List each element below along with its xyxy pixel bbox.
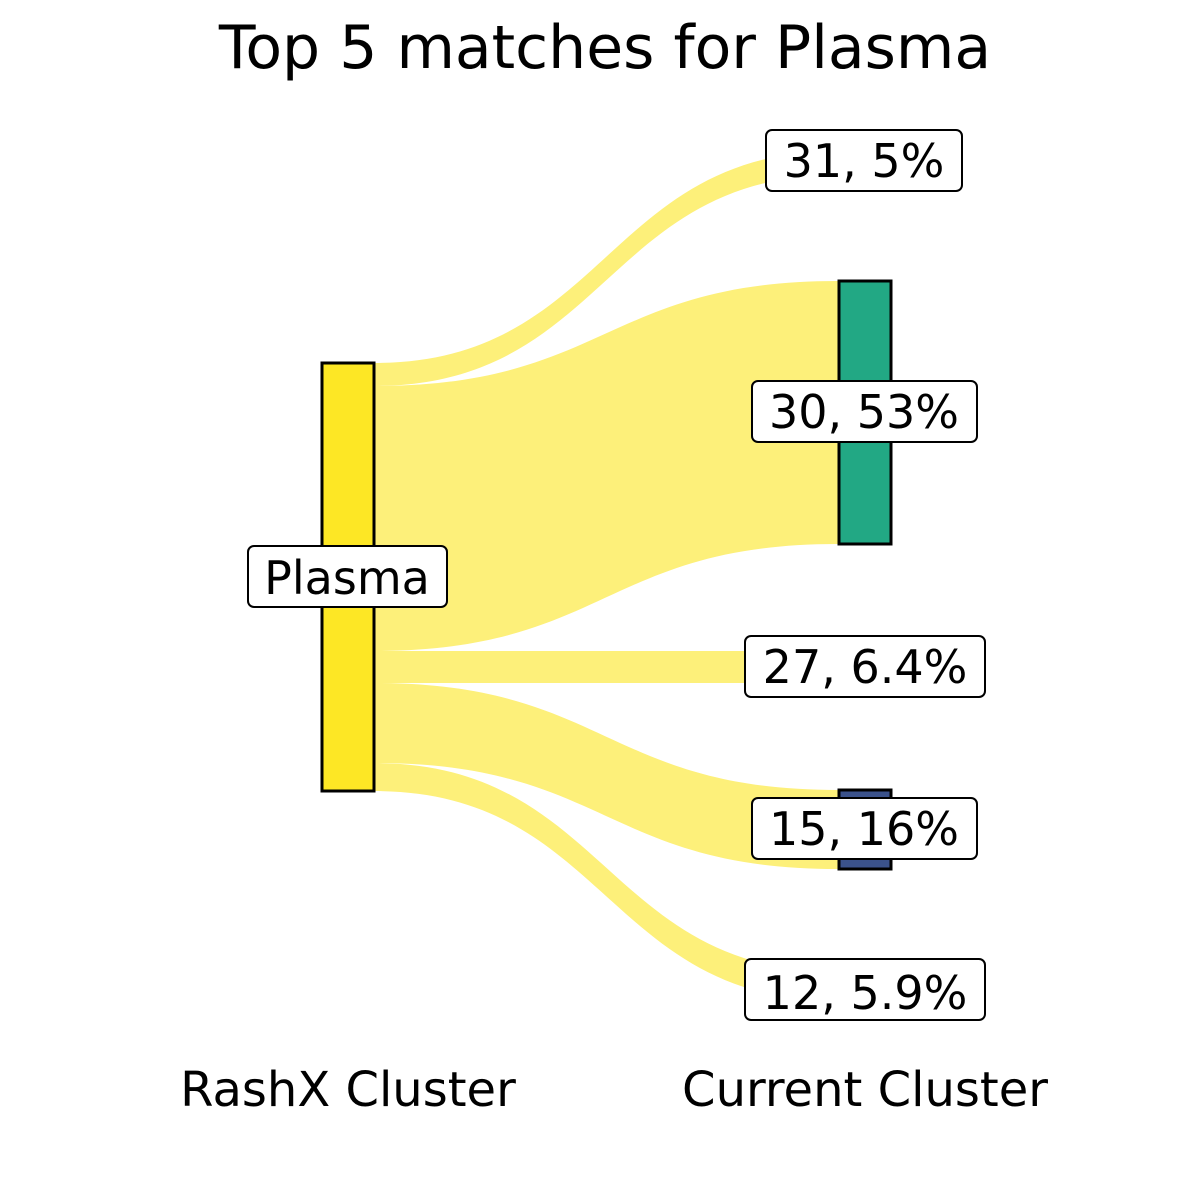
flow-to-cluster-12 (374, 763, 838, 1001)
target-label-box-15 (751, 797, 978, 860)
target-label-15: 15, 16% (751, 797, 978, 860)
right-column-label: Current Cluster (682, 1062, 1048, 1118)
target-label-text-30: 30, 53% (769, 385, 959, 439)
target-label-text-15: 15, 16% (769, 802, 959, 856)
target-node-layer (837, 279, 893, 871)
left-column-label: RashX Cluster (180, 1062, 516, 1118)
flow-to-cluster-15 (374, 683, 838, 869)
source-label: Plasma (247, 545, 448, 608)
flow-to-cluster-30 (374, 281, 838, 651)
target-label-box-30 (751, 380, 978, 443)
target-label-box-12 (744, 958, 986, 1021)
chart-title: Top 5 matches for Plasma (218, 13, 991, 83)
target-label-31: 31, 5% (765, 129, 963, 192)
target-label-27: 27, 6.4% (744, 635, 986, 698)
flow-to-cluster-31 (374, 151, 838, 386)
source-label-box (247, 545, 448, 608)
target-label-30: 30, 53% (751, 380, 978, 443)
target-label-text-31: 31, 5% (784, 134, 945, 188)
source-label-text: Plasma (264, 551, 430, 605)
target-label-text-12: 12, 5.9% (763, 966, 968, 1020)
target-label-12: 12, 5.9% (744, 958, 986, 1021)
flow-to-cluster-27 (374, 651, 838, 683)
target-label-text-27: 27, 6.4% (763, 640, 968, 694)
flow-layer (374, 151, 838, 1001)
target-label-box-31 (765, 129, 963, 192)
target-label-box-27 (744, 635, 986, 698)
target-label-layer: 31, 5% 30, 53% 27, 6.4% 15, 16% 12, 5.9% (744, 129, 986, 1021)
